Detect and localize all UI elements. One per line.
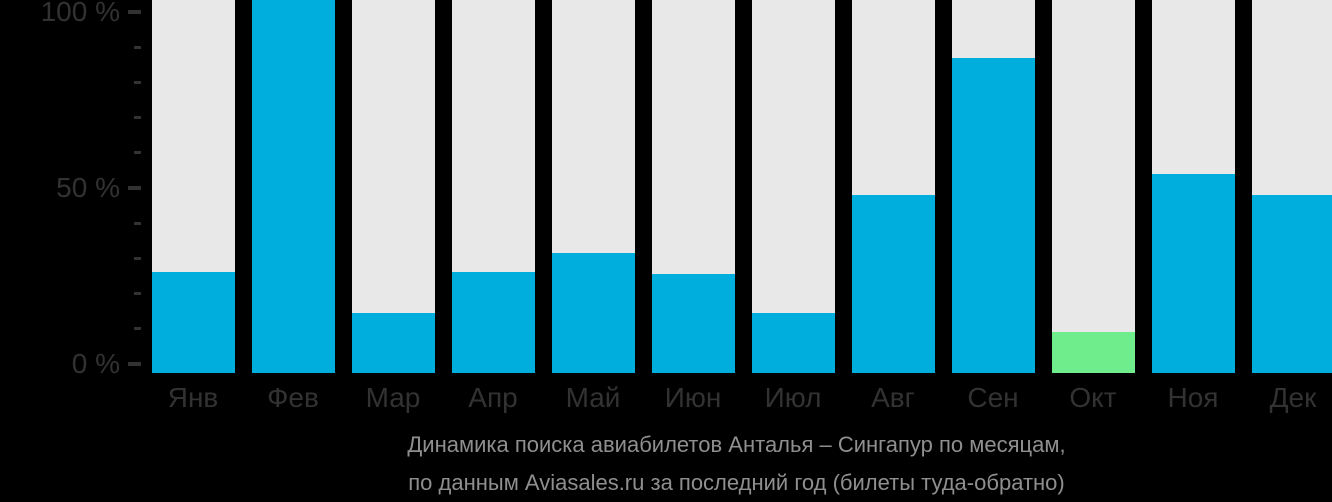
bar-nov bbox=[1152, 173, 1235, 373]
bar-apr bbox=[452, 272, 535, 373]
y-minor-tick-40 bbox=[134, 221, 141, 225]
y-tick-label-0: 0 % bbox=[71, 348, 120, 379]
column-jan bbox=[152, 0, 235, 373]
y-minor-tick-20 bbox=[134, 292, 141, 296]
bar-jul bbox=[752, 312, 835, 373]
y-minor-tick-90 bbox=[134, 45, 141, 49]
column-aug bbox=[852, 0, 935, 373]
y-major-tick-100 bbox=[128, 10, 141, 14]
y-major-tick-50 bbox=[128, 186, 141, 190]
column-track-jul bbox=[752, 0, 835, 373]
bar-aug bbox=[852, 195, 935, 373]
bar-may bbox=[552, 253, 635, 373]
y-minor-tick-80 bbox=[134, 80, 141, 84]
bar-feb bbox=[252, 0, 335, 373]
column-sep bbox=[952, 0, 1035, 373]
chart-caption: Динамика поиска авиабилетов Анталья – Си… bbox=[141, 426, 1332, 502]
y-minor-tick-70 bbox=[134, 116, 141, 120]
x-tick-label-aug: Авг bbox=[871, 382, 915, 413]
x-tick-label-jan: Янв bbox=[167, 382, 219, 413]
y-tick-label-50: 50 % bbox=[56, 172, 120, 203]
y-minor-tick-60 bbox=[134, 151, 141, 155]
column-track-oct bbox=[1052, 0, 1135, 373]
x-tick-label-sep: Сен bbox=[967, 382, 1019, 413]
column-dec bbox=[1252, 0, 1332, 373]
bar-dec bbox=[1252, 195, 1332, 373]
column-nov bbox=[1152, 0, 1235, 373]
x-tick-label-nov: Ноя bbox=[1167, 382, 1219, 413]
x-tick-label-mar: Мар bbox=[365, 382, 421, 413]
column-feb bbox=[252, 0, 335, 373]
column-oct bbox=[1052, 0, 1135, 373]
bar-jun bbox=[652, 274, 735, 373]
plot-area bbox=[152, 0, 1332, 373]
column-track-mar bbox=[352, 0, 435, 373]
column-jun bbox=[652, 0, 735, 373]
x-tick-label-oct: Окт bbox=[1069, 382, 1117, 413]
y-tick-label-100: 100 % bbox=[40, 0, 120, 27]
bar-mar bbox=[352, 312, 435, 373]
bar-oct bbox=[1052, 332, 1135, 373]
x-axis: Янв Фев Мар Апр Май Июн Июл Авг Сен Окт Ноя Дек bbox=[0, 378, 1332, 418]
y-minor-tick-30 bbox=[134, 256, 141, 260]
x-tick-label-jun: Июн bbox=[664, 382, 722, 413]
bar-jan bbox=[152, 272, 235, 373]
x-tick-label-feb: Фев bbox=[267, 382, 319, 413]
chart-subtitle: по данным Aviasales.ru за последний год … bbox=[408, 470, 1065, 495]
x-tick-label-jul: Июл bbox=[764, 382, 822, 413]
x-tick-label-dec: Дек bbox=[1269, 382, 1317, 413]
bar-sep bbox=[952, 57, 1035, 373]
chart-title: Динамика поиска авиабилетов Анталья – Си… bbox=[407, 432, 1066, 457]
y-axis: 100 % 50 % 0 % bbox=[0, 0, 150, 379]
y-minor-tick-10 bbox=[134, 327, 141, 331]
x-tick-label-apr: Апр bbox=[468, 382, 518, 413]
y-major-tick-0 bbox=[128, 362, 141, 366]
column-mar bbox=[352, 0, 435, 373]
column-apr bbox=[452, 0, 535, 373]
column-jul bbox=[752, 0, 835, 373]
column-may bbox=[552, 0, 635, 373]
x-tick-label-may: Май bbox=[565, 382, 621, 413]
